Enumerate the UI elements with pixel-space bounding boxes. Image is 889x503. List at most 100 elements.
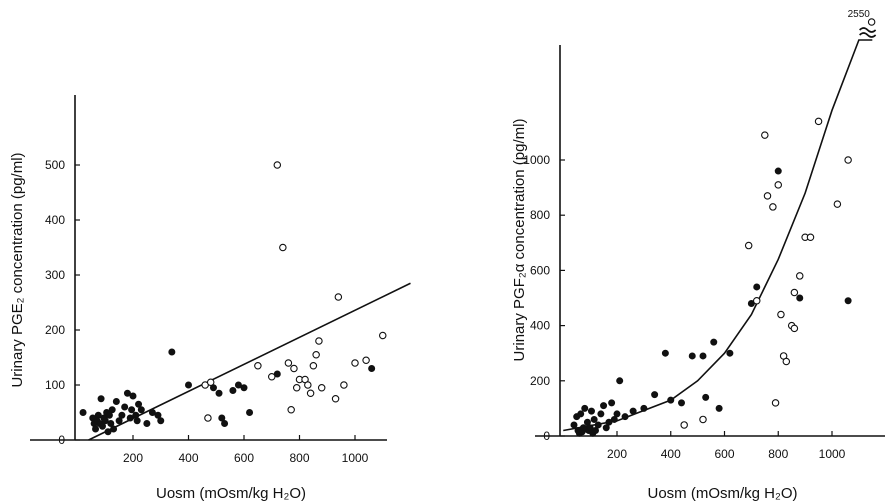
data-point-open bbox=[306, 389, 315, 397]
y-axis-label: Urinary PGE₂ concentration (pg/ml) bbox=[9, 152, 26, 387]
y-tick-label: 200 bbox=[530, 374, 550, 388]
data-point-filled bbox=[570, 421, 578, 429]
data-point-open bbox=[378, 331, 387, 340]
x-tick-label: 600 bbox=[234, 451, 254, 465]
data-point-open bbox=[774, 181, 782, 189]
data-point-filled bbox=[135, 400, 143, 408]
data-point-filled bbox=[629, 407, 637, 415]
data-point-filled bbox=[108, 406, 116, 414]
data-point-filled bbox=[702, 393, 710, 401]
y-tick-label: 1000 bbox=[523, 153, 550, 167]
data-point-filled bbox=[273, 370, 281, 378]
data-point-filled bbox=[577, 410, 585, 418]
y-tick-label: 200 bbox=[45, 323, 65, 337]
data-point-filled bbox=[667, 396, 675, 404]
data-point-filled bbox=[110, 425, 118, 433]
data-point-open bbox=[699, 415, 707, 424]
data-point-open bbox=[362, 356, 370, 364]
data-point-filled bbox=[587, 407, 595, 415]
data-point-open bbox=[317, 383, 326, 392]
data-point-filled bbox=[107, 420, 115, 427]
data-point-open bbox=[340, 381, 348, 389]
data-point-filled bbox=[605, 418, 613, 426]
data-point-filled bbox=[137, 406, 145, 414]
x-tick-label: 1000 bbox=[819, 447, 846, 461]
data-point-open bbox=[769, 203, 777, 211]
data-point-filled bbox=[613, 410, 621, 418]
data-point-filled bbox=[699, 352, 707, 360]
data-point-open bbox=[267, 372, 276, 381]
data-point-filled bbox=[774, 167, 782, 175]
data-point-filled bbox=[581, 404, 589, 412]
data-point-open bbox=[273, 161, 282, 169]
data-point-filled bbox=[98, 422, 106, 430]
x-axis-label: Uosm (mOsm/kg H₂O) bbox=[648, 485, 798, 502]
data-point-open bbox=[312, 350, 320, 359]
data-point-filled bbox=[610, 415, 618, 423]
x-tick-label: 400 bbox=[178, 451, 198, 465]
x-tick-label: 200 bbox=[123, 451, 143, 465]
axis-break-icon bbox=[859, 27, 877, 38]
data-point-filled bbox=[218, 414, 226, 422]
data-point-open bbox=[782, 357, 791, 366]
data-point-open bbox=[290, 364, 298, 373]
data-point-filled bbox=[661, 349, 669, 357]
y-tick-label: 400 bbox=[530, 319, 550, 333]
data-point-filled bbox=[597, 410, 605, 418]
pgf2a-panel: 200 400 600 800 1000 0 200 400 600 800 1000 Uosm (m… bbox=[511, 9, 885, 502]
data-point-open bbox=[771, 399, 780, 407]
x-tick-label: 200 bbox=[607, 447, 627, 461]
data-point-open bbox=[279, 243, 287, 252]
data-point-filled bbox=[123, 389, 131, 397]
data-point-open bbox=[331, 394, 340, 403]
data-point-open bbox=[284, 359, 293, 367]
data-point-open bbox=[304, 381, 312, 389]
data-point-open bbox=[315, 337, 323, 345]
pge2-panel: 200 400 600 800 1000 0 100 200 300 400 500 Uosm (mO… bbox=[9, 95, 411, 502]
regression-line bbox=[88, 282, 411, 441]
data-point-open bbox=[206, 378, 215, 386]
data-point-filled bbox=[726, 349, 734, 357]
data-point-filled bbox=[101, 417, 109, 425]
data-point-filled bbox=[602, 424, 610, 432]
data-point-open bbox=[761, 131, 769, 139]
data-point-open bbox=[814, 117, 823, 126]
data-point-open bbox=[806, 233, 815, 242]
data-point-open bbox=[309, 361, 318, 370]
data-point-filled bbox=[753, 283, 761, 291]
data-point-open bbox=[777, 310, 785, 319]
data-point-filled bbox=[240, 384, 248, 392]
data-point-open bbox=[254, 361, 262, 370]
data-point-filled bbox=[128, 406, 136, 414]
data-point-filled bbox=[129, 392, 137, 400]
data-point-filled bbox=[600, 402, 608, 410]
data-point-filled bbox=[715, 404, 723, 412]
data-point-filled bbox=[594, 421, 602, 429]
data-point-filled bbox=[678, 399, 685, 407]
x-tick-label: 800 bbox=[289, 451, 309, 465]
regression-curve bbox=[563, 39, 873, 432]
data-point-filled bbox=[121, 403, 129, 411]
data-point-filled bbox=[105, 411, 113, 419]
data-point-filled bbox=[234, 381, 242, 389]
y-tick-label: 800 bbox=[530, 208, 550, 222]
data-point-filled bbox=[651, 391, 659, 399]
data-point-filled bbox=[185, 381, 192, 389]
data-point-open bbox=[844, 156, 852, 164]
outlier-point bbox=[867, 18, 876, 26]
data-point-filled bbox=[104, 428, 112, 436]
x-tick-label: 800 bbox=[768, 447, 788, 461]
data-point-filled bbox=[583, 418, 591, 426]
data-point-open bbox=[334, 293, 343, 301]
x-axis-label: Uosm (mOsm/kg H₂O) bbox=[156, 485, 306, 502]
data-point-filled bbox=[94, 411, 102, 419]
outlier-label: 2550 bbox=[848, 9, 871, 20]
data-point-filled bbox=[592, 426, 599, 434]
y-axis-label: Urinary PGF₂α concentration (pg/ml) bbox=[511, 119, 528, 362]
data-point-open bbox=[680, 421, 688, 429]
data-point-filled bbox=[168, 348, 176, 356]
data-point-filled bbox=[246, 409, 254, 416]
data-point-filled bbox=[154, 411, 162, 419]
data-point-filled bbox=[126, 414, 134, 422]
